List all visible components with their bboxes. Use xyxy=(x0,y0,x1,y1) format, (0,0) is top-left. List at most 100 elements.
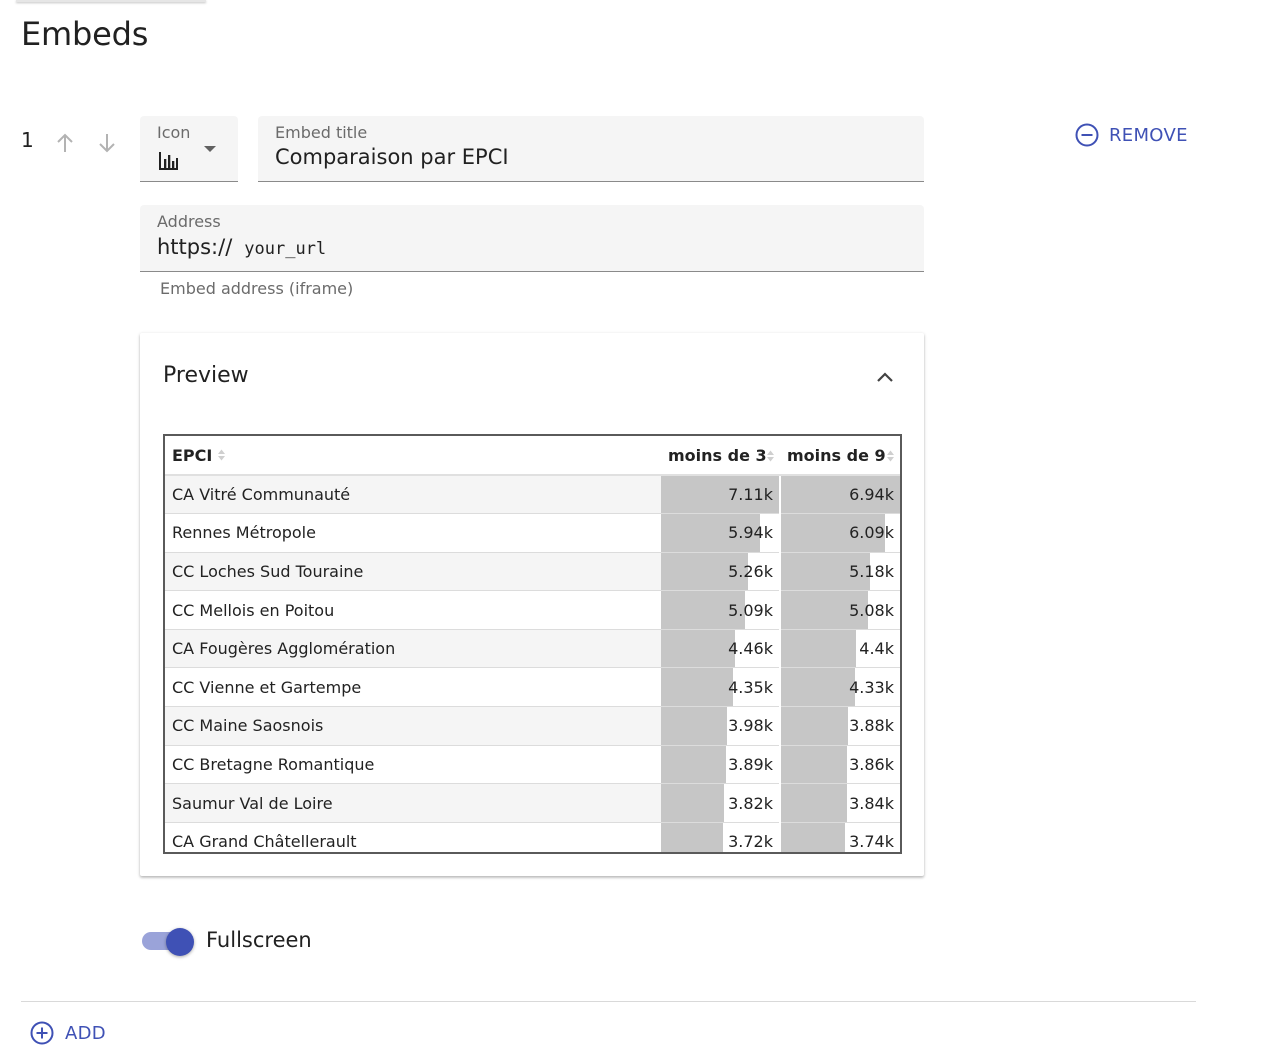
value-cell-moins-de-3: 3.98k xyxy=(661,706,780,746)
value-cell-moins-de-3: 7.11k xyxy=(661,475,780,515)
epci-name-cell: CC Mellois en Poitou xyxy=(165,590,661,630)
value-bar xyxy=(781,629,857,668)
epci-name-cell: CC Vienne et Gartempe xyxy=(165,667,661,708)
chevron-up-icon xyxy=(877,372,893,382)
epci-name-cell: CC Loches Sud Touraine xyxy=(165,552,661,592)
value-label: 4.35k xyxy=(728,677,773,697)
value-bar xyxy=(781,668,856,707)
add-button[interactable]: ADD xyxy=(27,1018,108,1048)
address-value-row: https:// xyxy=(157,235,845,259)
epci-name-cell: CA Grand Châtellerault xyxy=(165,822,661,852)
value-cell-moins-de-9: 3.74k xyxy=(779,822,900,852)
value-bar xyxy=(781,591,869,629)
value-bar xyxy=(661,745,726,784)
table-row: CC Bretagne Romantique 3.89k 3.86k xyxy=(165,745,900,785)
embed-iframe-preview[interactable]: EPCI moins de 3 moins de 9 CA Vitré Comm… xyxy=(163,434,902,854)
address-helper-text: Embed address (iframe) xyxy=(160,279,354,298)
icon-select[interactable]: Icon xyxy=(140,116,238,182)
value-label: 5.26k xyxy=(728,561,773,581)
value-cell-moins-de-9: 3.86k xyxy=(779,745,900,785)
add-circle-icon xyxy=(30,1021,54,1045)
address-label: Address xyxy=(157,212,221,231)
value-label: 3.98k xyxy=(728,716,773,736)
table-header-row: EPCI moins de 3 moins de 9 xyxy=(165,436,900,476)
value-bar xyxy=(661,822,723,852)
fullscreen-label: Fullscreen xyxy=(206,928,312,952)
top-tab-edge xyxy=(16,0,206,2)
remove-label: REMOVE xyxy=(1109,124,1188,146)
value-cell-moins-de-9: 5.18k xyxy=(779,552,900,592)
value-cell-moins-de-9: 3.88k xyxy=(779,706,900,746)
table-row: CC Maine Saosnois 3.98k 3.88k xyxy=(165,706,900,746)
value-label: 5.08k xyxy=(849,600,894,620)
value-label: 6.09k xyxy=(849,523,894,543)
embed-title-field[interactable]: Embed title Comparaison par EPCI xyxy=(258,116,924,182)
epci-name-cell: Saumur Val de Loire xyxy=(165,783,661,823)
value-bar xyxy=(661,476,779,514)
value-cell-moins-de-9: 6.94k xyxy=(779,475,900,515)
preview-panel: Preview EPCI moins de 3 moins de 9 CA Vi… xyxy=(140,333,924,876)
value-bar xyxy=(781,552,870,591)
value-bar xyxy=(661,552,749,591)
table-row: CA Grand Châtellerault 3.72k 3.74k xyxy=(165,822,900,852)
sort-icon xyxy=(218,449,226,461)
value-cell-moins-de-9: 4.4k xyxy=(779,629,900,669)
dropdown-caret-icon xyxy=(204,146,216,152)
address-input[interactable] xyxy=(244,239,845,259)
arrow-down-icon xyxy=(99,134,115,153)
value-cell-moins-de-3: 5.09k xyxy=(661,590,780,630)
table-row: CC Loches Sud Touraine 5.26k 5.18k xyxy=(165,552,900,592)
value-label: 3.72k xyxy=(728,832,773,852)
value-cell-moins-de-3: 4.35k xyxy=(661,667,780,708)
value-cell-moins-de-9: 5.08k xyxy=(779,590,900,630)
icon-select-label: Icon xyxy=(157,123,191,142)
value-label: 5.94k xyxy=(728,523,773,543)
arrow-up-icon xyxy=(57,133,73,152)
value-bar xyxy=(661,514,760,552)
table-body: CA Vitré Communauté 7.11k 6.94k Rennes Métr… xyxy=(165,475,900,852)
embed-title-label: Embed title xyxy=(275,123,368,142)
sort-icon xyxy=(887,450,894,462)
value-label: 3.74k xyxy=(849,832,894,852)
value-cell-moins-de-3: 4.46k xyxy=(661,629,780,669)
move-down-button[interactable] xyxy=(92,128,122,158)
table-row: CC Vienne et Gartempe 4.35k 4.33k xyxy=(165,667,900,708)
epci-name-cell: CC Bretagne Romantique xyxy=(165,745,661,785)
table-row: CA Fougères Agglomération 4.46k 4.4k xyxy=(165,629,900,669)
collapse-preview-button[interactable] xyxy=(870,363,900,393)
value-label: 5.09k xyxy=(728,600,773,620)
epci-name-cell: Rennes Métropole xyxy=(165,513,661,553)
fullscreen-toggle[interactable] xyxy=(140,926,196,956)
value-bar xyxy=(661,591,746,629)
epci-name-cell: CA Fougères Agglomération xyxy=(165,629,661,669)
value-bar xyxy=(781,784,847,822)
column-header-moins-de-9[interactable]: moins de 9 xyxy=(780,436,900,476)
table-row: Saumur Val de Loire 3.82k 3.84k xyxy=(165,783,900,823)
toggle-thumb xyxy=(166,928,194,956)
move-up-button[interactable] xyxy=(50,128,80,158)
address-prefix: https:// xyxy=(157,235,233,259)
epci-table: EPCI moins de 3 moins de 9 CA Vitré Comm… xyxy=(165,436,900,852)
preview-title: Preview xyxy=(163,363,249,388)
sort-icon xyxy=(767,450,774,462)
column-header-moins-de-3[interactable]: moins de 3 xyxy=(661,436,780,476)
remove-circle-icon xyxy=(1075,123,1099,147)
value-cell-moins-de-9: 3.84k xyxy=(779,783,900,823)
value-label: 5.18k xyxy=(849,561,894,581)
column-header-epci[interactable]: EPCI xyxy=(165,436,661,476)
value-cell-moins-de-3: 3.89k xyxy=(661,745,780,785)
value-label: 3.82k xyxy=(728,793,773,813)
address-field[interactable]: Address https:// xyxy=(140,205,924,272)
bar-chart-icon xyxy=(159,152,178,170)
value-bar xyxy=(661,707,728,745)
value-cell-moins-de-3: 3.82k xyxy=(661,783,780,823)
remove-button[interactable]: REMOVE xyxy=(1071,119,1191,151)
value-label: 3.84k xyxy=(849,793,894,813)
table-row: CC Mellois en Poitou 5.09k 5.08k xyxy=(165,590,900,630)
value-label: 3.86k xyxy=(849,754,894,774)
value-label: 6.94k xyxy=(849,485,894,505)
table-row: Rennes Métropole 5.94k 6.09k xyxy=(165,513,900,553)
table-row: CA Vitré Communauté 7.11k 6.94k xyxy=(165,475,900,515)
value-bar xyxy=(661,784,725,822)
page-title: Embeds xyxy=(21,15,149,53)
